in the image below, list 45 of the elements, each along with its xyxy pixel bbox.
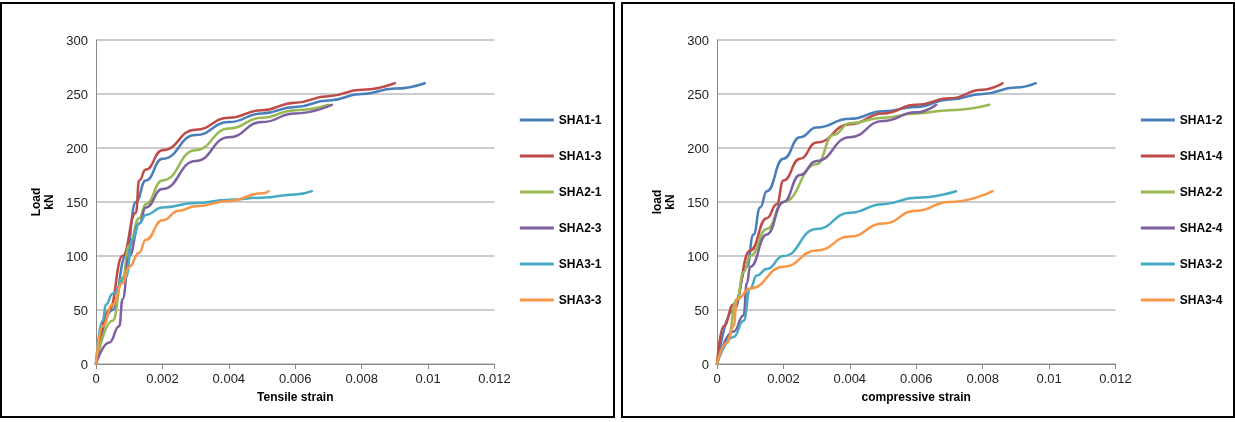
legend-label: SHA1-4 — [1179, 149, 1223, 163]
legend-label: SHA3-1 — [558, 257, 602, 271]
x-tick-label: 0.006 — [899, 371, 933, 386]
x-tick-label: 0.012 — [478, 371, 511, 386]
y-tick-label: 250 — [66, 86, 88, 102]
x-axis-title: Tensile strain — [257, 389, 334, 404]
x-tick-label: 0.002 — [146, 371, 179, 386]
x-tick-label: 0.004 — [833, 371, 866, 386]
legend-label: SHA3-4 — [1179, 293, 1223, 307]
y-tick-label: 150 — [686, 194, 709, 210]
x-tick-label: 0 — [712, 371, 721, 386]
x-tick-label: 0.008 — [965, 371, 999, 386]
y-axis-title: load kN — [649, 189, 677, 215]
legend-label: SHA1-1 — [558, 113, 602, 127]
y-tick-label: 0 — [701, 356, 709, 372]
y-tick-label: 50 — [694, 302, 709, 318]
y-tick-label: 100 — [686, 248, 709, 264]
x-tick-label: 0.012 — [1098, 371, 1132, 386]
y-tick-label: 100 — [66, 248, 88, 264]
x-tick-label: 0 — [92, 371, 100, 386]
x-tick-label: 0.01 — [1035, 371, 1062, 386]
x-tick-label: 0.008 — [345, 371, 378, 386]
x-tick-label: 0.006 — [278, 371, 312, 386]
y-tick-label: 150 — [66, 194, 88, 210]
legend-label: SHA1-3 — [558, 149, 602, 163]
y-tick-label: 0 — [80, 356, 88, 372]
legend-label: SHA2-3 — [558, 221, 602, 235]
line-series — [94, 189, 270, 366]
legend-label: SHA1-2 — [1179, 113, 1223, 127]
legend-label: SHA2-1 — [558, 185, 602, 199]
x-tick-label: 0.004 — [212, 371, 246, 386]
x-tick-label: 0.01 — [415, 371, 441, 386]
y-tick-label: 50 — [73, 302, 88, 318]
y-tick-label: 250 — [686, 86, 709, 102]
y-tick-label: 300 — [66, 32, 88, 48]
y-axis-title: Load kN — [28, 187, 56, 217]
y-tick-label: 200 — [66, 140, 88, 156]
legend-label: SHA3-2 — [1179, 257, 1223, 271]
x-axis-title: compressive strain — [861, 389, 971, 404]
legend-label: SHA3-3 — [558, 293, 602, 307]
y-tick-label: 300 — [686, 32, 709, 48]
legend-label: SHA2-2 — [1179, 185, 1223, 199]
x-tick-label: 0.002 — [766, 371, 800, 386]
y-tick-label: 200 — [686, 140, 709, 156]
legend-label: SHA2-4 — [1179, 221, 1223, 235]
